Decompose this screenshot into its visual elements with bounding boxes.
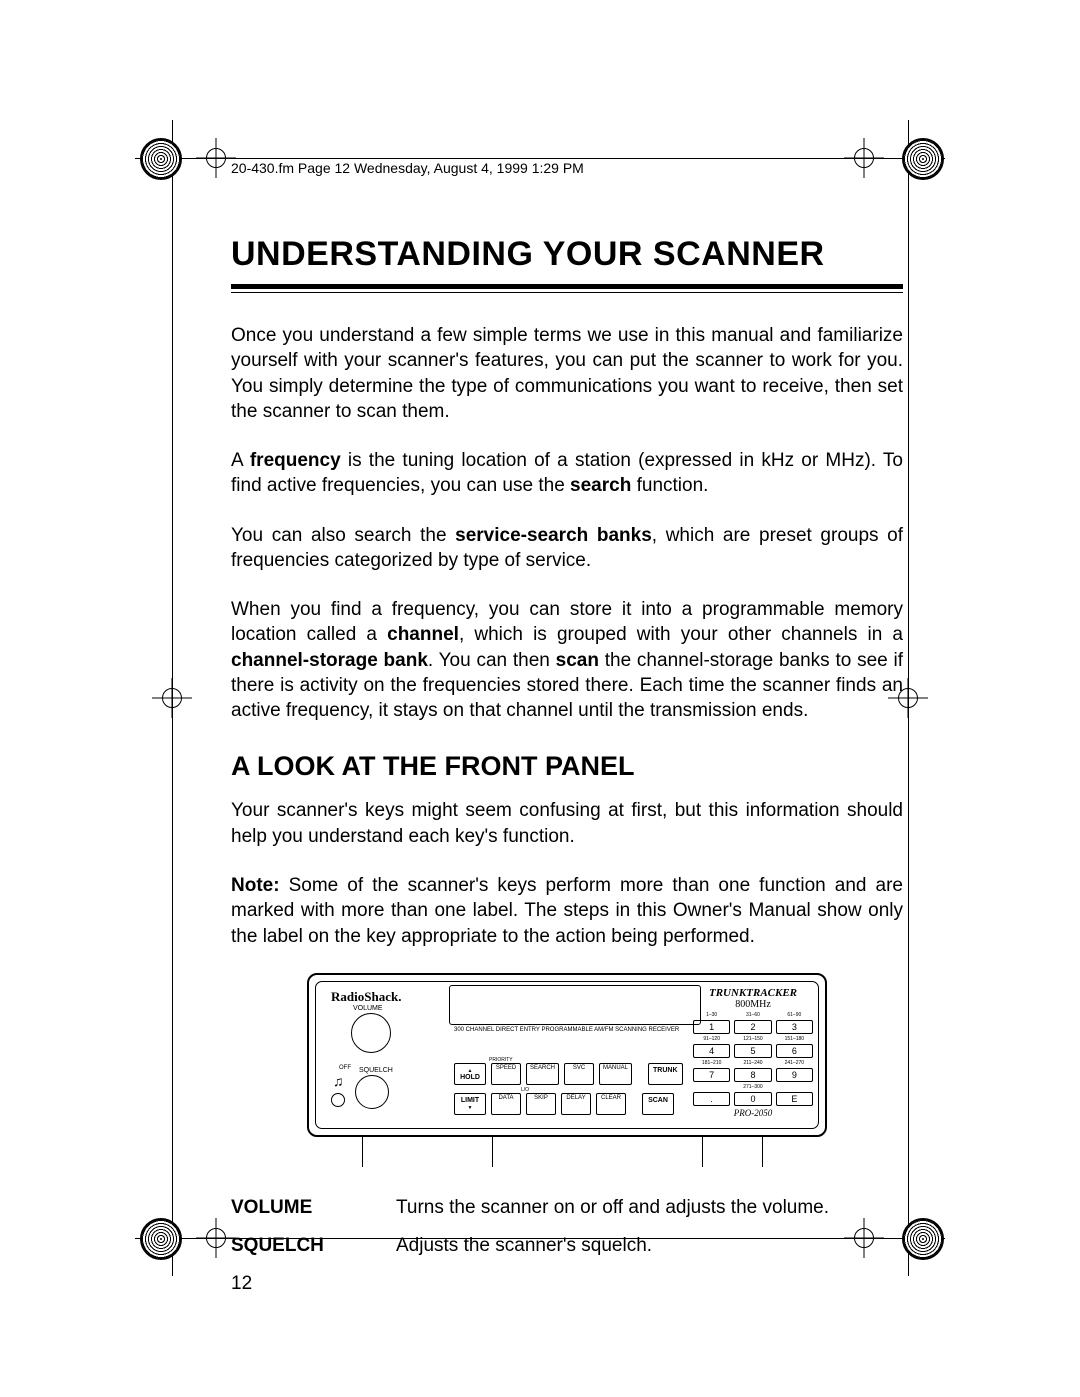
range-label: 31–60: [734, 1012, 771, 1018]
reg-mark-icon: [140, 138, 182, 180]
front-panel-para: Your scanner's keys might seem confusing…: [231, 798, 903, 849]
text: . You can then: [428, 650, 556, 671]
headphone-icon: ♫: [333, 1073, 344, 1089]
clear-button: CLEAR: [596, 1093, 626, 1115]
lcd-display: [449, 985, 701, 1025]
delay-button: DELAY: [561, 1093, 591, 1115]
frequency-paragraph: A frequency is the tuning location of a …: [231, 448, 903, 499]
range-label: 91–120: [693, 1036, 730, 1042]
key-5: 5: [734, 1044, 771, 1058]
leader-line: [362, 1137, 363, 1167]
key-1: 1: [693, 1020, 730, 1034]
scanner-figure: RadioShack. 300 CHANNEL DIRECT ENTRY PRO…: [307, 973, 827, 1169]
text: , which is grouped with your other chann…: [459, 624, 903, 645]
def-term: SQUELCH: [231, 1235, 396, 1257]
limit-button: LIMIT▼: [454, 1093, 486, 1115]
range-label: 1–30: [693, 1012, 730, 1018]
intro-paragraph: Once you understand a few simple terms w…: [231, 323, 903, 424]
svc-button: SVC: [564, 1063, 594, 1085]
reg-cross-icon: [196, 1218, 236, 1258]
def-row: VOLUME Turns the scanner on or off and a…: [231, 1197, 903, 1219]
scanner-outline: RadioShack. 300 CHANNEL DIRECT ENTRY PRO…: [307, 973, 827, 1137]
reg-mark-icon: [902, 1218, 944, 1260]
reg-cross-icon: [152, 678, 192, 718]
key-9: 9: [776, 1068, 813, 1082]
range-label: 181–210: [693, 1060, 730, 1066]
scan-button: SCAN: [642, 1093, 674, 1115]
range-label: [693, 1084, 730, 1090]
text: Some of the scanner's keys perform more …: [231, 875, 903, 947]
volume-label: VOLUME: [353, 1005, 383, 1012]
term-service-banks: service-search banks: [455, 525, 652, 546]
title-rule: [231, 284, 903, 293]
key-e: E: [776, 1092, 813, 1106]
def-text: Adjusts the scanner's squelch.: [396, 1235, 903, 1257]
range-label: 121–150: [734, 1036, 771, 1042]
range-label: [776, 1084, 813, 1090]
lcd-subtitle: 300 CHANNEL DIRECT ENTRY PROGRAMMABLE AM…: [454, 1027, 679, 1033]
key-6: 6: [776, 1044, 813, 1058]
page-number: 12: [231, 1273, 252, 1295]
range-label: 211–240: [734, 1060, 771, 1066]
brand-label: RadioShack.: [331, 989, 401, 1005]
reg-cross-icon: [196, 138, 236, 178]
term-search: search: [570, 475, 631, 496]
term-channel: channel: [387, 624, 459, 645]
off-label: OFF: [339, 1065, 351, 1071]
hold-button: ▲HOLD: [454, 1063, 486, 1085]
manual-button: MANUAL: [599, 1063, 632, 1085]
volume-knob: [351, 1013, 391, 1053]
skip-button: SKIP: [526, 1093, 556, 1115]
model-label: PRO-2050: [693, 1108, 813, 1118]
leader-line: [762, 1137, 763, 1167]
squelch-knob: [355, 1075, 389, 1109]
channel-paragraph: When you find a frequency, you can store…: [231, 597, 903, 723]
term-channel-bank: channel-storage bank: [231, 650, 428, 671]
range-label: 271–300: [734, 1084, 771, 1090]
range-label: 151–180: [776, 1036, 813, 1042]
keypad: TRUNKTRACKER 800MHz 1–30 31–60 61–90 1 2…: [693, 987, 813, 1127]
text: function.: [631, 475, 708, 496]
key-4: 4: [693, 1044, 730, 1058]
note-label: Note:: [231, 875, 280, 896]
key-8: 8: [734, 1068, 771, 1082]
reg-mark-icon: [140, 1218, 182, 1260]
range-label: 241–270: [776, 1060, 813, 1066]
section-subtitle: A LOOK AT THE FRONT PANEL: [231, 751, 903, 782]
term-scan: scan: [556, 650, 599, 671]
numpad: 1–30 31–60 61–90 1 2 3 91–120 121–150 15…: [693, 1012, 813, 1106]
page-title: UNDERSTANDING YOUR SCANNER: [231, 235, 903, 274]
search-button: SEARCH: [526, 1063, 559, 1085]
trunktracker-label: TRUNKTRACKER: [693, 987, 813, 999]
button-row-1: ▲HOLD SPEED SEARCH SVC MANUAL TRUNK: [454, 1063, 683, 1085]
key-2: 2: [734, 1020, 771, 1034]
text: A: [231, 450, 250, 471]
speed-button: SPEED: [491, 1063, 521, 1085]
leader-line: [492, 1137, 493, 1167]
def-term: VOLUME: [231, 1197, 396, 1219]
def-text: Turns the scanner on or off and adjusts …: [396, 1197, 903, 1219]
page: 20-430.fm Page 12 Wednesday, August 4, 1…: [0, 0, 1080, 1397]
data-button: DATA: [491, 1093, 521, 1115]
key-0: 0: [734, 1092, 771, 1106]
range-label: 61–90: [776, 1012, 813, 1018]
reg-mark-icon: [902, 138, 944, 180]
mhz-label: 800MHz: [693, 999, 813, 1010]
squelch-label: SQUELCH: [359, 1067, 393, 1074]
text: You can also search the: [231, 525, 455, 546]
key-dot: .: [693, 1092, 730, 1106]
key-7: 7: [693, 1068, 730, 1082]
def-row: SQUELCH Adjusts the scanner's squelch.: [231, 1235, 903, 1257]
trunk-button: TRUNK: [648, 1063, 683, 1085]
key-3: 3: [776, 1020, 813, 1034]
button-row-2: LIMIT▼ DATA SKIP DELAY CLEAR SCAN: [454, 1093, 674, 1115]
headphone-port: [331, 1093, 345, 1107]
note-paragraph: Note: Some of the scanner's keys perform…: [231, 873, 903, 949]
service-paragraph: You can also search the service-search b…: [231, 523, 903, 574]
term-frequency: frequency: [250, 450, 341, 471]
leader-line: [702, 1137, 703, 1167]
content-column: UNDERSTANDING YOUR SCANNER Once you unde…: [231, 157, 903, 1273]
